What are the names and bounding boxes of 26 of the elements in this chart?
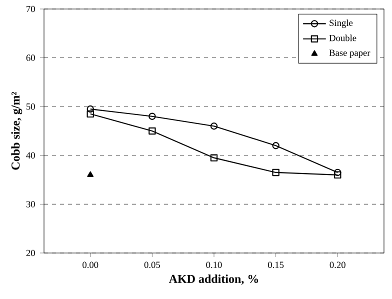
x-tick-label: 0.10 [206,262,222,268]
legend-label: Double [329,34,356,42]
point [334,168,342,176]
point [272,168,280,176]
y-tick-label: 60 [26,54,35,61]
point [210,154,218,162]
y-tick-label: 70 [26,6,35,12]
x-tick-label: 0.05 [144,262,160,268]
y-tick-label: 30 [26,201,35,208]
y-axis-title: Cobb size, g/m² [11,92,22,170]
legend-label: Single [330,19,353,28]
point [334,171,342,179]
point [272,142,280,150]
x-tick-label: 0.15 [268,262,284,268]
point [210,122,218,130]
point [87,171,94,177]
y-tick-label: 20 [26,250,35,256]
y-tick-label: 50 [26,103,35,110]
x-tick-label: 0.20 [330,262,346,268]
legend-label: Base paper [329,50,370,58]
x-tick-label: 0.00 [82,262,98,268]
point [86,110,94,118]
point [148,127,156,135]
x-axis-title: AKD addition, % [168,274,258,285]
y-tick-label: 40 [26,152,35,159]
point [148,112,156,120]
